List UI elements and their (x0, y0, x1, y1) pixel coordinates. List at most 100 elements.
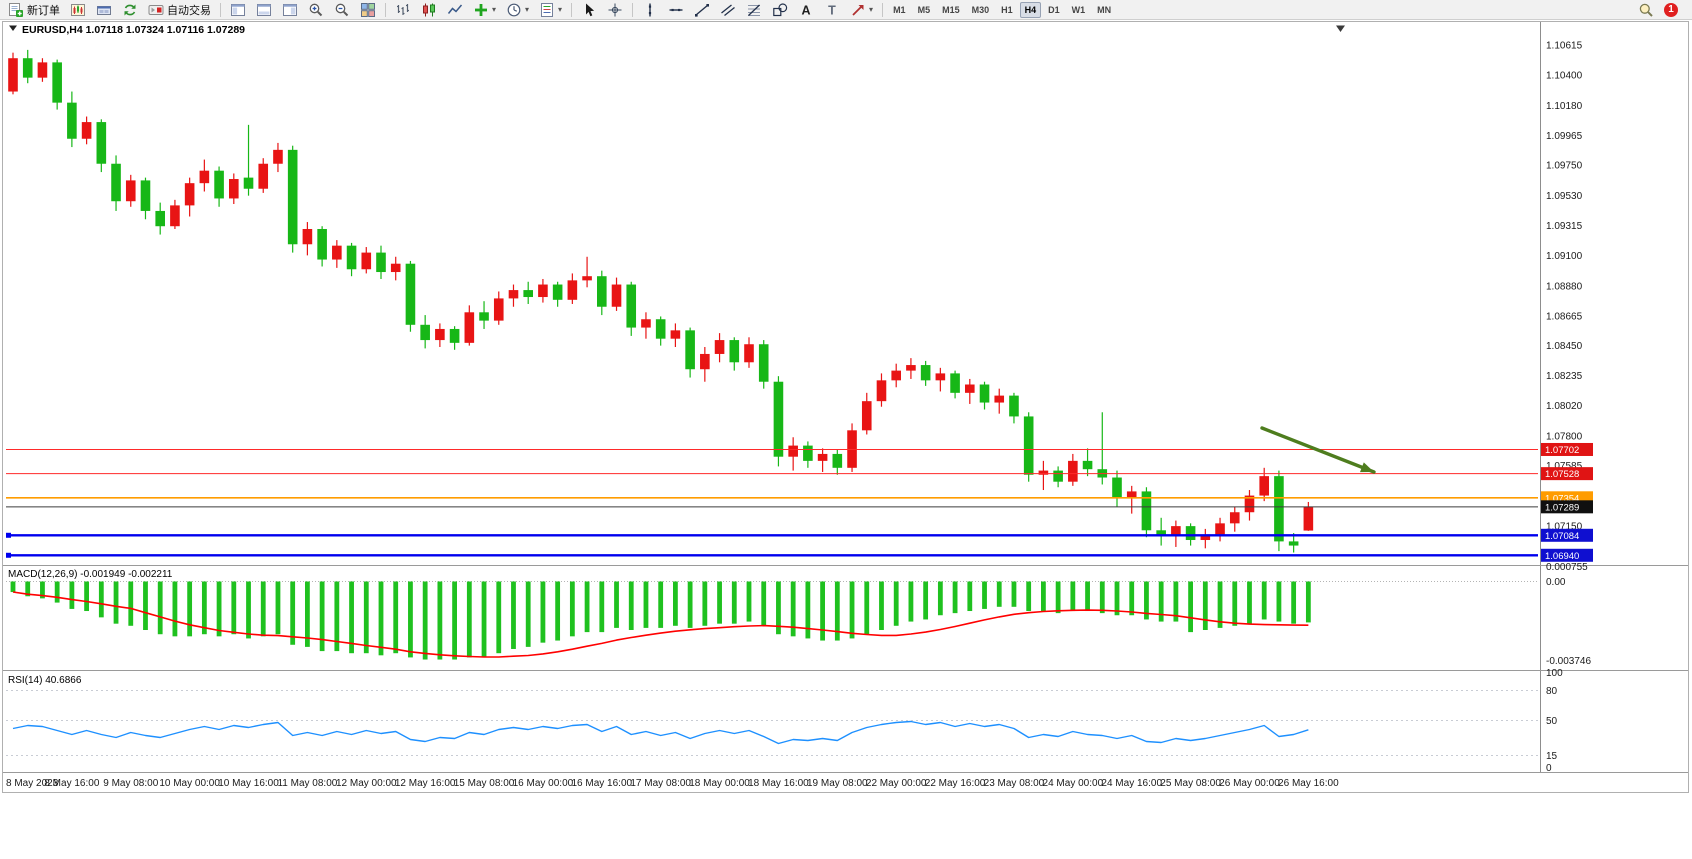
timeframe-h4-button[interactable]: H4 (1019, 1, 1042, 18)
rsi-level-label: 50 (1546, 716, 1558, 727)
price-badge-label: 1.07528 (1545, 469, 1579, 480)
macd-histogram-bar (1129, 581, 1135, 616)
candle-bull (302, 228, 313, 245)
candle-bull (8, 58, 18, 92)
macd-histogram-bar (69, 581, 75, 609)
rsi-label: RSI(14) 40.6866 (8, 675, 82, 686)
candle-bull (641, 319, 651, 328)
macd-histogram-bar (275, 581, 281, 635)
bar-chart-mode-button[interactable] (391, 1, 415, 19)
price-axis-labels: 1.10615 1.10400 1.10180 1.09965 1.09750 1.095… (1546, 41, 1583, 563)
line-chart-mode-button[interactable] (443, 1, 467, 19)
auto-trading-label: 自动交易 (167, 4, 211, 17)
timeframe-m30-button[interactable]: M30 (971, 4, 990, 15)
candle-bull (817, 453, 828, 461)
zoom-in-icon (308, 2, 324, 18)
time-axis-label: 8 May 16:00 (44, 778, 99, 789)
candle-bear (920, 365, 931, 381)
market-watch-icon (230, 2, 246, 18)
shapes-tool-button[interactable] (768, 1, 792, 19)
macd-histogram-bar (1144, 581, 1149, 620)
dropdown-caret-icon: ▾ (492, 4, 497, 14)
vertical-line-tool-button[interactable] (638, 1, 662, 19)
macd-histogram-bar (334, 581, 340, 652)
data-window-button[interactable] (252, 1, 276, 19)
macd-histogram-bar (378, 581, 384, 656)
chart-canvas: EURUSD,H4 1.07118 1.07324 1.07116 1.0728… (2, 21, 1689, 793)
price-badge (1541, 442, 1593, 456)
trend-arrow-head-icon (1359, 462, 1374, 473)
macd-histogram-bar (996, 581, 1002, 607)
new-order-label: 新订单 (27, 4, 60, 17)
candle-bull (332, 245, 342, 260)
macd-histogram-bar (1247, 581, 1252, 624)
zoom-in-button[interactable] (304, 1, 328, 19)
symbol-menu-icon[interactable] (9, 25, 17, 32)
auto-trading-button[interactable]: 自动交易 (144, 1, 215, 19)
line-drag-handle[interactable] (6, 552, 11, 558)
zoom-out-button[interactable] (330, 1, 354, 19)
market-watch-button[interactable] (226, 1, 250, 19)
macd-histogram-bar (687, 581, 693, 628)
macd-histogram-bar (569, 581, 575, 637)
candle-bull (965, 384, 975, 393)
candle-bear (655, 319, 666, 339)
notifications-badge[interactable]: 1 (1664, 2, 1678, 17)
quick-search-button[interactable] (1634, 1, 1658, 19)
timeframe-m15-button[interactable]: M15 (942, 4, 960, 15)
macd-histogram-bar (834, 581, 840, 641)
crosshair-mode-button[interactable] (603, 1, 627, 19)
refresh-button[interactable] (118, 1, 142, 19)
candle-bull (611, 284, 622, 307)
periods-icon (506, 2, 522, 18)
navigator-button[interactable] (278, 1, 302, 19)
macd-histogram-bar (1261, 581, 1267, 620)
channel-tool-button[interactable] (716, 1, 740, 19)
trend-arrow-annotation[interactable] (1260, 426, 1376, 474)
trendline-tool-button[interactable] (690, 1, 714, 19)
add-indicator-button[interactable]: ▾ (469, 1, 500, 19)
time-axis-label: 22 May 00:00 (866, 778, 927, 789)
horizontal-line-tool-button[interactable] (664, 1, 688, 19)
fibonacci-tool-button[interactable] (742, 1, 766, 19)
macd-histogram-bar (40, 581, 45, 599)
timeframe-m5-button[interactable]: M5 (917, 4, 931, 15)
candle-bull (876, 380, 887, 402)
candle-bull (1068, 460, 1078, 482)
templates-button[interactable]: ▾ (535, 1, 566, 19)
candle-bear (950, 373, 960, 393)
candle-bull (170, 205, 180, 227)
timeframe-mn-button[interactable]: MN (1097, 4, 1112, 15)
new-chart-button[interactable] (66, 1, 90, 19)
timeframe-m1-button[interactable]: M1 (893, 4, 906, 15)
candle-bear (597, 276, 607, 307)
line-drag-handle[interactable] (6, 532, 11, 538)
cursor-mode-button[interactable] (577, 1, 601, 19)
periods-button[interactable]: ▾ (502, 1, 533, 19)
macd-histogram-bar (1070, 581, 1076, 612)
macd-histogram-bar (879, 581, 884, 631)
timeframe-w1-button[interactable]: W1 (1071, 4, 1086, 15)
arrows-tool-button[interactable]: ▾ (846, 1, 877, 19)
text-tool-button[interactable]: A (794, 1, 818, 19)
candlestick-mode-button[interactable] (417, 1, 441, 19)
macd-histogram-bar (628, 581, 634, 631)
price-tick-label: 1.09315 (1546, 221, 1583, 232)
rsi-level-label: 100 (1546, 668, 1563, 679)
toolbar-separator (571, 2, 573, 17)
macd-histogram-bar (246, 581, 251, 639)
candle-bear (1156, 530, 1166, 536)
profiles-button[interactable] (92, 1, 116, 19)
candle-bear (803, 445, 813, 461)
candle-bull (37, 62, 48, 78)
new-order-button[interactable]: 新订单 (4, 1, 64, 19)
timeframe-d1-button[interactable]: D1 (1048, 4, 1060, 15)
tile-windows-button[interactable] (356, 1, 380, 19)
candle-bull (582, 276, 592, 281)
timeframe-h1-button[interactable]: H1 (1001, 4, 1013, 15)
chart-shift-marker-icon[interactable] (1336, 25, 1345, 33)
time-axis-label: 10 May 16:00 (218, 778, 279, 789)
label-tool-button[interactable]: T (820, 1, 844, 19)
candle-bull (714, 340, 725, 354)
rsi-line (12, 720, 1309, 745)
